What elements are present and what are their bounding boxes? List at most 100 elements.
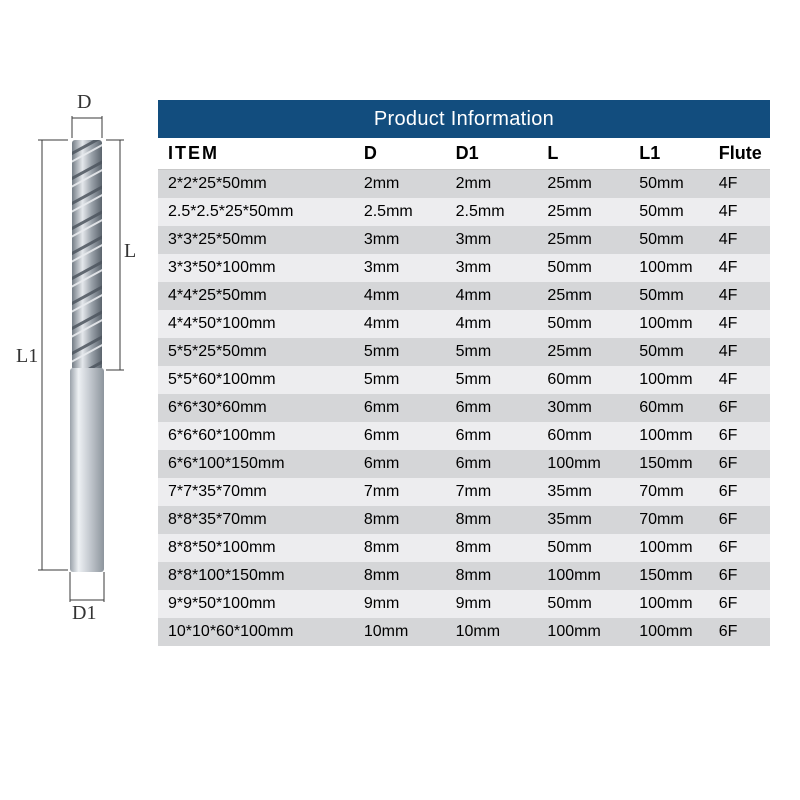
cell-Flute: 6F [709, 394, 770, 422]
cell-Flute: 4F [709, 170, 770, 199]
cell-item: 10*10*60*100mm [158, 618, 354, 646]
table-row: 6*6*60*100mm6mm6mm60mm100mm6F [158, 422, 770, 450]
cell-item: 8*8*50*100mm [158, 534, 354, 562]
cell-D: 7mm [354, 478, 446, 506]
cell-D1: 5mm [446, 366, 538, 394]
cell-item: 9*9*50*100mm [158, 590, 354, 618]
tool-diagram: D L L1 D1 [20, 110, 140, 620]
cell-Flute: 4F [709, 254, 770, 282]
cell-D1: 3mm [446, 254, 538, 282]
cell-D1: 7mm [446, 478, 538, 506]
dim-label-D: D [77, 91, 91, 114]
table-row: 8*8*100*150mm8mm8mm100mm150mm6F [158, 562, 770, 590]
table-body: 2*2*25*50mm2mm2mm25mm50mm4F2.5*2.5*25*50… [158, 170, 770, 647]
cell-Flute: 4F [709, 366, 770, 394]
dim-label-D1: D1 [72, 602, 96, 625]
cell-L1: 100mm [629, 310, 709, 338]
col-header-Flute: Flute [709, 138, 770, 170]
table-row: 10*10*60*100mm10mm10mm100mm100mm6F [158, 618, 770, 646]
cell-L1: 150mm [629, 562, 709, 590]
cell-L1: 50mm [629, 338, 709, 366]
table-row: 8*8*50*100mm8mm8mm50mm100mm6F [158, 534, 770, 562]
table-row: 4*4*50*100mm4mm4mm50mm100mm4F [158, 310, 770, 338]
cell-L1: 50mm [629, 226, 709, 254]
col-header-D1: D1 [446, 138, 538, 170]
cell-item: 7*7*35*70mm [158, 478, 354, 506]
cell-Flute: 6F [709, 562, 770, 590]
cell-D1: 2mm [446, 170, 538, 199]
page: D L L1 D1 Product Information ITEMDD1LL1… [0, 0, 800, 800]
cell-item: 4*4*25*50mm [158, 282, 354, 310]
table-row: 7*7*35*70mm7mm7mm35mm70mm6F [158, 478, 770, 506]
cell-L: 25mm [537, 226, 629, 254]
cell-L: 50mm [537, 534, 629, 562]
cell-item: 5*5*25*50mm [158, 338, 354, 366]
cell-L: 30mm [537, 394, 629, 422]
table-row: 6*6*100*150mm6mm6mm100mm150mm6F [158, 450, 770, 478]
content-row: D L L1 D1 Product Information ITEMDD1LL1… [0, 100, 800, 646]
cell-L: 25mm [537, 170, 629, 199]
table-row: 9*9*50*100mm9mm9mm50mm100mm6F [158, 590, 770, 618]
cell-L1: 70mm [629, 506, 709, 534]
cell-D: 6mm [354, 422, 446, 450]
cell-D1: 9mm [446, 590, 538, 618]
cell-Flute: 4F [709, 338, 770, 366]
cell-item: 6*6*60*100mm [158, 422, 354, 450]
cell-D1: 8mm [446, 506, 538, 534]
cell-item: 4*4*50*100mm [158, 310, 354, 338]
cell-D1: 5mm [446, 338, 538, 366]
cell-L: 35mm [537, 478, 629, 506]
cell-item: 3*3*50*100mm [158, 254, 354, 282]
cell-D: 9mm [354, 590, 446, 618]
table-row: 5*5*60*100mm5mm5mm60mm100mm4F [158, 366, 770, 394]
cell-Flute: 6F [709, 618, 770, 646]
cell-D: 6mm [354, 394, 446, 422]
dim-label-L: L [124, 240, 136, 263]
cell-L1: 100mm [629, 366, 709, 394]
cell-D: 8mm [354, 506, 446, 534]
cell-D1: 6mm [446, 394, 538, 422]
col-header-L1: L1 [629, 138, 709, 170]
cell-L: 50mm [537, 254, 629, 282]
panel-title: Product Information [158, 100, 770, 138]
cell-D1: 4mm [446, 310, 538, 338]
cell-D: 4mm [354, 282, 446, 310]
cell-L: 100mm [537, 618, 629, 646]
cell-D: 2.5mm [354, 198, 446, 226]
cell-L1: 100mm [629, 254, 709, 282]
cell-D: 5mm [354, 338, 446, 366]
cell-L1: 100mm [629, 534, 709, 562]
cell-L: 50mm [537, 590, 629, 618]
cell-Flute: 4F [709, 226, 770, 254]
cell-L: 60mm [537, 366, 629, 394]
cell-D1: 3mm [446, 226, 538, 254]
cell-Flute: 4F [709, 310, 770, 338]
cell-item: 3*3*25*50mm [158, 226, 354, 254]
cell-D1: 8mm [446, 534, 538, 562]
cell-L1: 60mm [629, 394, 709, 422]
cell-Flute: 6F [709, 506, 770, 534]
cell-D: 3mm [354, 226, 446, 254]
cell-item: 2*2*25*50mm [158, 170, 354, 199]
cell-Flute: 6F [709, 534, 770, 562]
cell-Flute: 4F [709, 282, 770, 310]
cell-L: 100mm [537, 562, 629, 590]
cell-D: 4mm [354, 310, 446, 338]
cell-D: 8mm [354, 534, 446, 562]
cell-L1: 100mm [629, 590, 709, 618]
cell-item: 5*5*60*100mm [158, 366, 354, 394]
cell-Flute: 6F [709, 450, 770, 478]
cell-item: 6*6*100*150mm [158, 450, 354, 478]
cell-L: 50mm [537, 310, 629, 338]
cell-L: 35mm [537, 506, 629, 534]
cell-D: 5mm [354, 366, 446, 394]
cell-D: 8mm [354, 562, 446, 590]
col-header-D: D [354, 138, 446, 170]
table-row: 6*6*30*60mm6mm6mm30mm60mm6F [158, 394, 770, 422]
cell-L1: 150mm [629, 450, 709, 478]
cell-item: 2.5*2.5*25*50mm [158, 198, 354, 226]
cell-item: 6*6*30*60mm [158, 394, 354, 422]
cell-L: 25mm [537, 338, 629, 366]
cell-L1: 100mm [629, 422, 709, 450]
cell-Flute: 6F [709, 422, 770, 450]
